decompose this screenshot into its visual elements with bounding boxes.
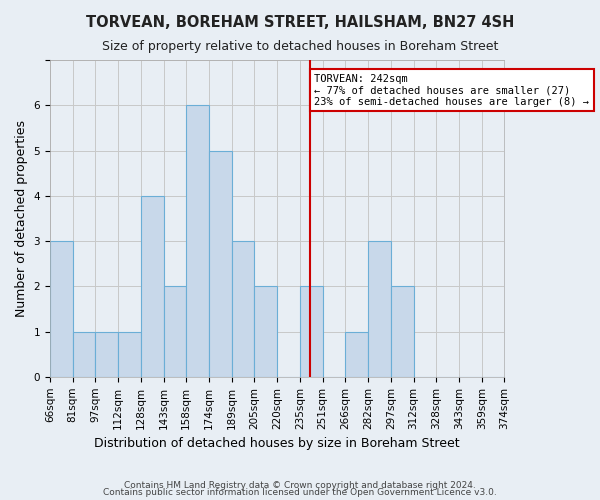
Bar <box>141 196 164 377</box>
Bar <box>300 286 323 377</box>
Bar <box>346 332 368 377</box>
Bar <box>232 241 254 377</box>
Bar <box>164 286 186 377</box>
Bar <box>254 286 277 377</box>
Bar <box>368 241 391 377</box>
Text: Contains public sector information licensed under the Open Government Licence v3: Contains public sector information licen… <box>103 488 497 497</box>
Bar <box>391 286 413 377</box>
Bar <box>118 332 141 377</box>
Text: TORVEAN: 242sqm
← 77% of detached houses are smaller (27)
23% of semi-detached h: TORVEAN: 242sqm ← 77% of detached houses… <box>314 74 589 107</box>
Bar <box>95 332 118 377</box>
Bar <box>209 150 232 377</box>
Y-axis label: Number of detached properties: Number of detached properties <box>15 120 28 317</box>
Bar <box>73 332 95 377</box>
Bar <box>50 241 73 377</box>
Text: Contains HM Land Registry data © Crown copyright and database right 2024.: Contains HM Land Registry data © Crown c… <box>124 480 476 490</box>
Text: TORVEAN, BOREHAM STREET, HAILSHAM, BN27 4SH: TORVEAN, BOREHAM STREET, HAILSHAM, BN27 … <box>86 15 514 30</box>
X-axis label: Distribution of detached houses by size in Boreham Street: Distribution of detached houses by size … <box>94 437 460 450</box>
Bar <box>186 106 209 377</box>
Text: Size of property relative to detached houses in Boreham Street: Size of property relative to detached ho… <box>102 40 498 53</box>
